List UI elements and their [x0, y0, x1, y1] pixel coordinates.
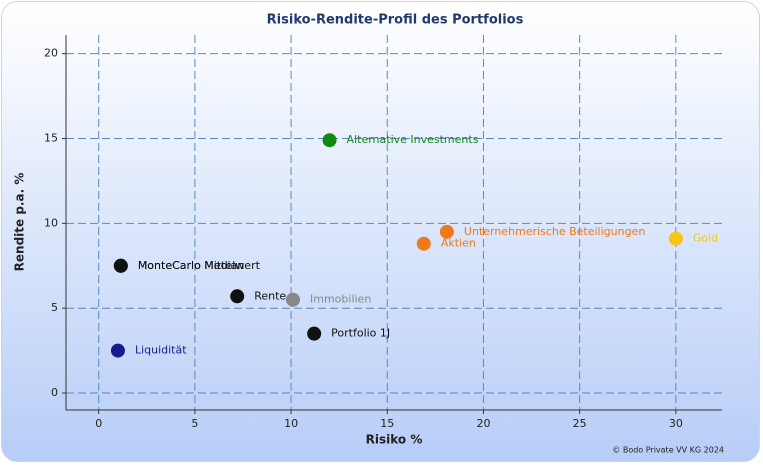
- chart-title: Risiko-Rendite-Profil des Portfolios: [267, 13, 524, 28]
- point: [668, 231, 683, 246]
- point-label: Unternehmerische Beteiligungen: [464, 225, 645, 238]
- point-label: Alternative Investments: [347, 133, 479, 146]
- point: [307, 326, 322, 341]
- x-tick-label: 0: [95, 417, 102, 430]
- y-tick-label: 5: [51, 301, 58, 314]
- point-label: MonteCarlo Mittelwert: [138, 259, 261, 272]
- point-label: Aktien: [441, 237, 476, 250]
- point: [322, 133, 337, 148]
- x-tick-label: 20: [476, 417, 490, 430]
- point-label: Immobilien: [310, 293, 371, 306]
- point-label: Portfolio 1J: [331, 327, 390, 340]
- footnote: © Bodo Private VV KG 2024: [612, 446, 724, 455]
- x-tick-label: 30: [669, 417, 683, 430]
- y-tick-label: 15: [44, 132, 58, 145]
- y-tick-label: 10: [44, 216, 58, 229]
- point-label: Rente: [254, 289, 286, 302]
- x-axis-title: Risiko %: [366, 433, 423, 447]
- point: [110, 343, 125, 358]
- y-tick-label: 20: [44, 47, 58, 60]
- point-label: Liquidität: [135, 344, 187, 357]
- x-tick-label: 5: [191, 417, 198, 430]
- x-tick-label: 10: [284, 417, 298, 430]
- point: [286, 292, 301, 307]
- x-tick-label: 15: [380, 417, 394, 430]
- point-label: Gold: [693, 232, 718, 245]
- y-tick-label: 0: [51, 386, 58, 399]
- point: [113, 258, 128, 273]
- y-axis-title: Rendite p.a. %: [13, 173, 27, 272]
- point: [230, 289, 245, 304]
- point: [439, 224, 454, 239]
- point-label: MonteCarlo Median: [138, 259, 245, 272]
- x-tick-label: 25: [573, 417, 587, 430]
- point: [416, 236, 431, 251]
